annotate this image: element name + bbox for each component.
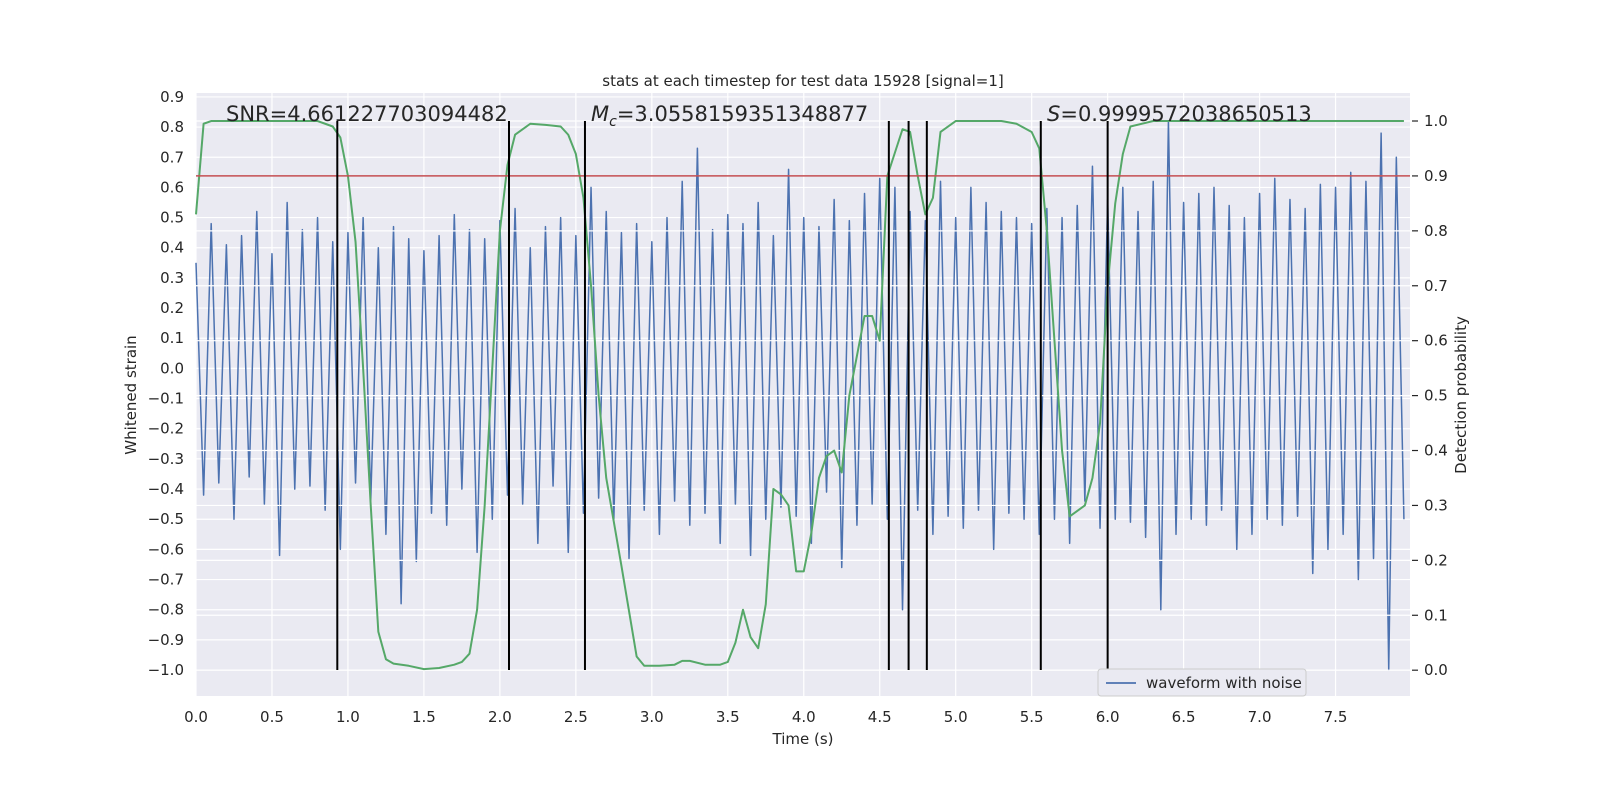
x-tick-label: 3.5 [716,708,740,726]
y2-tick-label: 0.9 [1424,167,1448,185]
x-tick-label: 6.0 [1096,708,1120,726]
y-tick-label: −0.5 [148,510,184,528]
y2-tick-label: 0.1 [1424,606,1448,624]
y-tick-label: 0.2 [160,299,184,317]
y2-tick-label: 0.5 [1424,387,1448,405]
y-tick-label: −0.6 [148,540,184,558]
x-tick-label: 5.0 [944,708,968,726]
y-axis-label: Whitened strain [122,335,140,454]
x-tick-label: 0.0 [184,708,208,726]
x-tick-label: 2.5 [564,708,588,726]
y-tick-label: −0.3 [148,450,184,468]
y-tick-label: −0.4 [148,480,184,498]
y-tick-label: 0.5 [160,209,184,227]
y2-tick-label: 0.4 [1424,442,1448,460]
y-tick-label: −0.1 [148,390,184,408]
y-tick-label: −0.7 [148,571,184,589]
y-tick-label: 0.3 [160,269,184,287]
y-tick-label: −1.0 [148,661,184,679]
plot-area [196,93,1410,696]
annotation: SNR=4.661227703094482 [226,102,508,126]
x-tick-label: 0.5 [260,708,284,726]
annotation-symbol: S [1047,102,1060,126]
legend-label: waveform with noise [1146,674,1302,692]
annotation-text: =0.9999572038650513 [1060,102,1311,126]
x-axis-label: Time (s) [772,730,834,748]
y2-tick-label: 0.8 [1424,222,1448,240]
y-tick-label: 0.7 [160,148,184,166]
x-tick-label: 5.5 [1020,708,1044,726]
y2-tick-label: 0.2 [1424,551,1448,569]
x-tick-label: 7.5 [1324,708,1348,726]
y2-tick-label: 0.0 [1424,661,1448,679]
y-tick-label: −0.9 [148,631,184,649]
y2-tick-label: 0.6 [1424,332,1448,350]
chart-title: stats at each timestep for test data 159… [602,72,1003,90]
x-tick-label: 7.0 [1248,708,1272,726]
x-tick-label: 4.5 [868,708,892,726]
y-tick-label: 0.0 [160,359,184,377]
x-tick-label: 1.5 [412,708,436,726]
y-tick-label: −0.8 [148,601,184,619]
annotation-text: =3.0558159351348877 [617,102,868,126]
annotation: S=0.9999572038650513 [1047,102,1312,126]
y2-tick-label: 0.7 [1424,277,1448,295]
x-tick-label: 2.0 [488,708,512,726]
y2-axis-label: Detection probability [1452,316,1470,474]
x-tick-label: 6.5 [1172,708,1196,726]
annotation: Mc=3.0558159351348877 [591,102,868,130]
y-tick-label: −0.2 [148,420,184,438]
y-tick-label: 0.8 [160,118,184,136]
y-tick-label: 0.9 [160,88,184,106]
probability-line [195,120,1404,671]
y-tick-label: 0.6 [160,178,184,196]
x-tick-label: 1.0 [336,708,360,726]
y-tick-label: 0.1 [160,329,184,347]
legend-box [1097,668,1307,697]
y-tick-label: 0.4 [160,239,184,257]
annotation-subscript: c [609,114,617,130]
x-tick-label: 3.0 [640,708,664,726]
waveform-line [195,120,1405,671]
y2-tick-label: 1.0 [1424,112,1448,130]
marks [195,120,1405,671]
x-tick-label: 4.0 [792,708,816,726]
annotation-symbol: M [591,102,609,126]
y2-tick-label: 0.3 [1424,496,1448,514]
